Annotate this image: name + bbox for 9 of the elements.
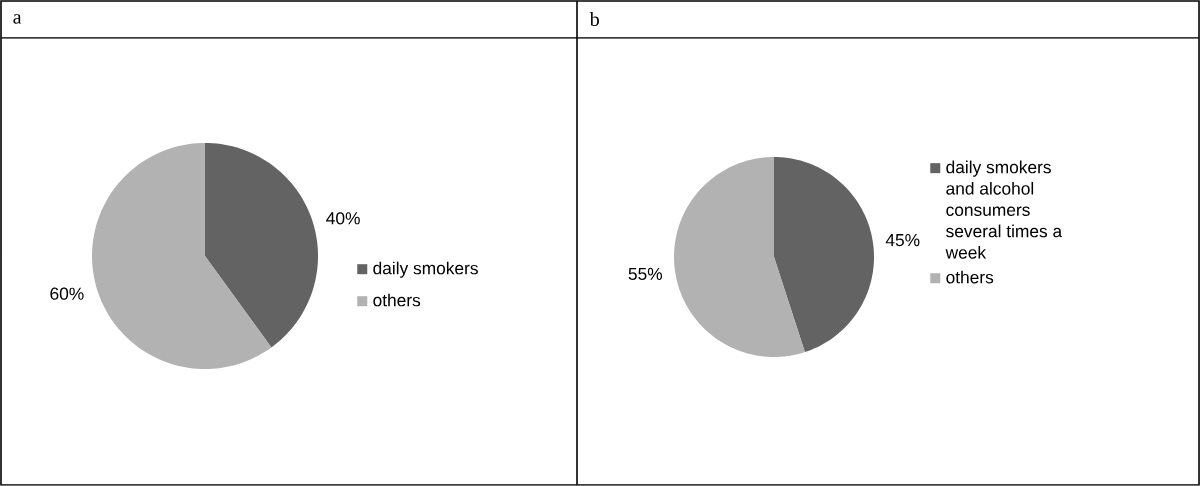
chart-title: a bbox=[13, 14, 22, 24]
data-label: 45% bbox=[885, 234, 920, 247]
legend-label: daily smokers bbox=[373, 261, 478, 278]
data-label: 40% bbox=[326, 212, 360, 225]
chart-title: b bbox=[589, 11, 599, 27]
data-label: 60% bbox=[50, 287, 84, 300]
data-label: 55% bbox=[628, 267, 663, 280]
legend-label: others bbox=[373, 293, 421, 307]
legend-label: others bbox=[946, 270, 994, 284]
